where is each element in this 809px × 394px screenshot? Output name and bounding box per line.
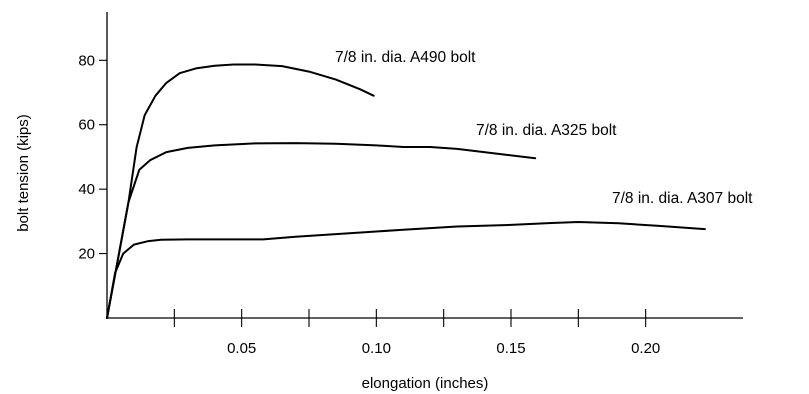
x-ticks: [173, 309, 647, 327]
series-line-a307: [106, 221, 706, 319]
series-lines: [106, 63, 706, 319]
y-tick-labels: 20 40 60 80: [78, 52, 95, 262]
x-tick-label-2: 0.15: [496, 340, 525, 357]
series-line-a490: [106, 63, 375, 319]
x-axis-title: elongation (inches): [362, 375, 489, 392]
y-tick-label-0: 20: [78, 246, 95, 263]
y-tick-label-2: 60: [78, 117, 95, 134]
x-tick-labels: 0.05 0.10 0.15 0.20: [227, 340, 660, 357]
x-tick-label-0: 0.05: [227, 340, 256, 357]
y-axis-title: bolt tension (kips): [15, 114, 32, 232]
series-label-a325: 7/8 in. dia. A325 bolt: [476, 122, 617, 139]
series-label-a307: 7/8 in. dia. A307 bolt: [612, 190, 753, 207]
y-tick-label-1: 40: [78, 181, 95, 198]
series-labels: 7/8 in. dia. A490 bolt 7/8 in. dia. A325…: [335, 49, 753, 207]
y-ticks: [99, 59, 107, 255]
y-tick-label-3: 80: [78, 52, 95, 69]
series-label-a490: 7/8 in. dia. A490 bolt: [335, 49, 476, 66]
x-tick-label-3: 0.20: [631, 340, 660, 357]
x-tick-label-1: 0.10: [362, 340, 391, 357]
axes: [106, 12, 743, 319]
series-line-a325: [106, 142, 537, 319]
